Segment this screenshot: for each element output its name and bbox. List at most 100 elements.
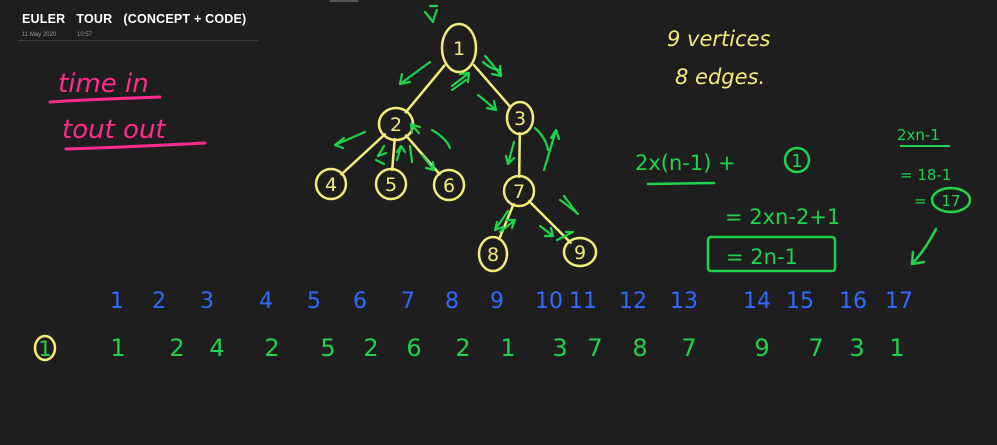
traversal-arrow xyxy=(555,230,575,242)
tree-node-6: 6 xyxy=(432,168,466,202)
traversal-arrow xyxy=(558,194,580,216)
tour-value: 7 xyxy=(808,334,823,362)
formula-result: = 2n-1 xyxy=(726,245,798,269)
index-number: 1 xyxy=(110,289,124,314)
formula-underline xyxy=(646,181,716,186)
tree-node-5: 5 xyxy=(374,167,408,201)
traversal-arrows xyxy=(333,4,580,242)
index-number: 9 xyxy=(490,289,504,314)
index-number: 16 xyxy=(839,289,867,314)
tour-value: 7 xyxy=(681,334,696,362)
page-title: EULER TOUR (CONCEPT + CODE) xyxy=(22,12,247,26)
traversal-arrow xyxy=(538,224,555,238)
node-label: 9 xyxy=(574,242,586,264)
traversal-arrow xyxy=(493,209,510,232)
formula-plus-one-circle xyxy=(783,146,811,174)
tree-edge-3-7 xyxy=(517,131,522,179)
tour-value: 3 xyxy=(552,334,567,362)
tour-value: 1 xyxy=(500,334,515,362)
note-tout-out: tout out xyxy=(62,115,166,145)
index-number: 8 xyxy=(445,289,459,314)
yellow-notes: 9 vertices 8 edges. xyxy=(667,27,771,89)
page-date: 11 May 2020 xyxy=(22,32,57,38)
index-number: 3 xyxy=(200,289,214,314)
tour-value: 3 xyxy=(849,334,864,362)
note-edges: 8 edges. xyxy=(675,65,765,89)
traversal-arrow xyxy=(409,122,422,135)
traversal-arrow xyxy=(504,140,516,166)
index-number: 11 xyxy=(569,289,597,314)
index-number: 17 xyxy=(885,289,913,314)
tree-edge-2-4 xyxy=(340,133,387,176)
tour-start-marker: 1 xyxy=(33,334,57,362)
node-circle xyxy=(440,22,478,74)
tree-edge-1-2 xyxy=(404,64,446,114)
traversal-arrow xyxy=(533,126,561,172)
traversal-arrow xyxy=(423,4,439,24)
tour-value: 5 xyxy=(320,334,335,362)
traversal-arrow xyxy=(395,144,407,162)
top-tab-handle[interactable] xyxy=(330,0,358,2)
traversal-arrow xyxy=(450,71,471,88)
pink-notes: time in tout out xyxy=(48,69,207,151)
index-number: 4 xyxy=(259,289,273,314)
tree-node-8: 8 xyxy=(477,235,509,273)
tree-diagram: 1 2 3 4 5 6 7 8 9 xyxy=(314,22,598,273)
index-number: 14 xyxy=(743,289,771,314)
formula-line-2: = 2xn-2+1 xyxy=(725,205,840,229)
title-divider xyxy=(18,40,258,41)
tour-value: 7 xyxy=(587,334,602,362)
traversal-arrow xyxy=(408,144,436,172)
node-label: 4 xyxy=(325,174,337,196)
formula-plus-one: 1 xyxy=(791,151,802,172)
index-number: 15 xyxy=(786,289,814,314)
tree-node-1: 1 xyxy=(440,22,478,74)
node-circle xyxy=(432,168,466,202)
page-time: 10:57 xyxy=(77,32,93,38)
side-calc-3: = xyxy=(914,192,927,210)
result-box xyxy=(706,235,837,273)
traversal-arrow xyxy=(498,218,517,234)
index-number: 7 xyxy=(401,289,415,314)
index-number: 13 xyxy=(670,289,698,314)
tour-start-value: 1 xyxy=(38,337,51,361)
traversal-arrow xyxy=(483,54,503,78)
formula-block: 2x(n-1) + 1 = 2xn-2+1 = 2n-1 2xn-1 = 18-… xyxy=(635,126,972,273)
node-circle xyxy=(502,174,536,208)
tour-value: 8 xyxy=(632,334,647,362)
traversal-arrow xyxy=(476,93,498,112)
node-label: 5 xyxy=(385,174,397,196)
tree-edge-7-8 xyxy=(497,202,515,241)
node-circle xyxy=(314,167,348,201)
tree-node-7: 7 xyxy=(502,174,536,208)
tour-value: 2 xyxy=(455,334,470,362)
traversal-arrow xyxy=(430,128,452,150)
node-circle xyxy=(562,236,598,268)
tree-node-3: 3 xyxy=(505,100,535,136)
node-label: 3 xyxy=(514,108,526,130)
side-calc-1: 2xn-1 xyxy=(897,126,940,144)
node-label: 8 xyxy=(487,244,499,266)
node-label: 1 xyxy=(453,38,465,60)
traversal-arrow xyxy=(450,60,502,92)
note-time-in: time in xyxy=(58,69,149,99)
index-number: 6 xyxy=(353,289,367,314)
node-circle xyxy=(374,167,408,201)
side-arrow xyxy=(910,227,938,266)
node-label: 7 xyxy=(513,181,525,203)
side-result-circle xyxy=(930,186,972,214)
tree-node-9: 9 xyxy=(562,236,598,268)
tour-value: 4 xyxy=(209,334,224,362)
traversal-arrow xyxy=(333,130,367,150)
index-number: 10 xyxy=(535,289,563,314)
tree-node-4: 4 xyxy=(314,167,348,201)
tour-value: 2 xyxy=(169,334,184,362)
tour-value: 1 xyxy=(889,334,904,362)
node-circle xyxy=(477,235,509,273)
tour-value: 2 xyxy=(264,334,279,362)
note-vertices: 9 vertices xyxy=(667,27,771,51)
node-label: 2 xyxy=(390,114,402,136)
index-number: 12 xyxy=(619,289,647,314)
tree-edge-1-3 xyxy=(472,63,512,108)
